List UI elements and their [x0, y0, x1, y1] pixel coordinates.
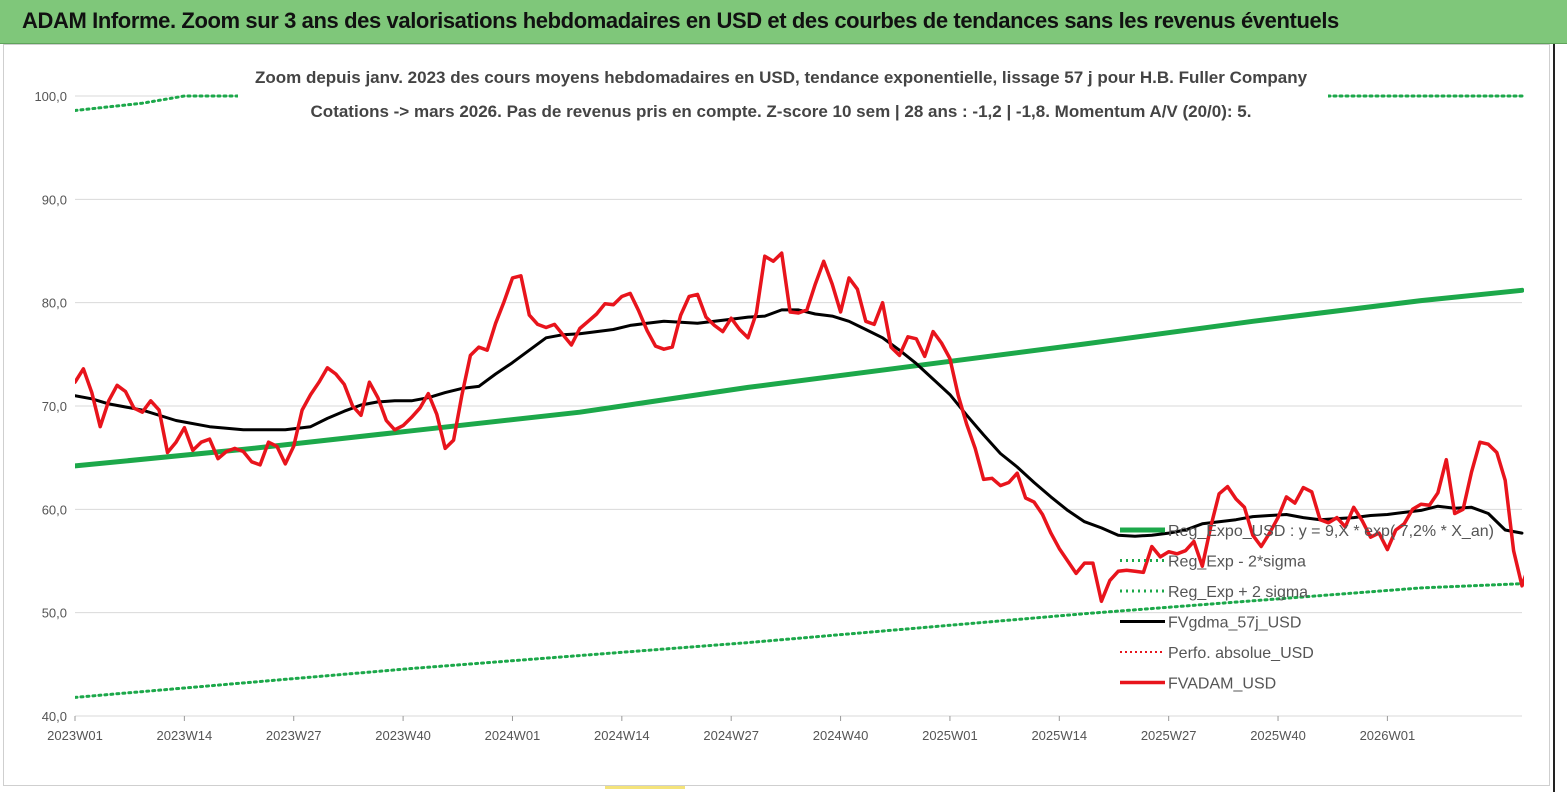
x-tick-label: 2026W01	[1360, 728, 1416, 743]
legend: Reg_Expo_USD : y = 9,X * exp( 7,2% * X_a…	[1120, 523, 1494, 693]
chart-title-line2: Cotations -> mars 2026. Pas de revenus p…	[311, 102, 1252, 121]
x-tick-label: 2025W14	[1031, 728, 1087, 743]
right-border-rule	[1553, 44, 1555, 792]
chart-title-line1: Zoom depuis janv. 2023 des cours moyens …	[255, 68, 1308, 87]
series-fvgdma-57j	[75, 308, 1524, 538]
y-tick-label: 100,0	[34, 89, 67, 104]
report-title: ADAM Informe. Zoom sur 3 ans des valoris…	[22, 8, 1339, 33]
title-backdrop	[238, 60, 1328, 126]
legend-entry-label: Reg_Expo_USD : y = 9,X * exp( 7,2% * X_a…	[1168, 523, 1494, 540]
series-reg-expo	[75, 287, 1524, 469]
gridlines	[75, 95, 1522, 717]
legend-entry-label: Reg_Exp - 2*sigma	[1168, 554, 1306, 571]
report-banner: ADAM Informe. Zoom sur 3 ans des valoris…	[0, 0, 1567, 44]
legend-entry-label: FVADAM_USD	[1168, 676, 1276, 693]
x-tick-label: 2023W14	[157, 728, 213, 743]
y-tick-label: 90,0	[42, 192, 67, 207]
legend-entry-label: Reg_Exp + 2 sigma	[1168, 584, 1308, 601]
x-tick-label: 2024W01	[485, 728, 541, 743]
legend-entry-label: FVgdma_57j_USD	[1168, 615, 1301, 632]
series-fvadam	[75, 251, 1524, 604]
x-tick-label: 2023W40	[375, 728, 431, 743]
series-lines	[75, 94, 1524, 699]
x-tick-label: 2024W40	[813, 728, 869, 743]
x-tick-label: 2023W27	[266, 728, 322, 743]
y-tick-label: 70,0	[42, 399, 67, 414]
x-tick-label: 2025W40	[1250, 728, 1306, 743]
x-axis-ticks: 2023W01 2023W14 2023W27 2023W40 2024W01 2024W…	[47, 716, 1415, 743]
x-tick-label: 2025W01	[922, 728, 978, 743]
x-tick-label: 2024W14	[594, 728, 650, 743]
sheet-tab-marker	[605, 786, 685, 789]
x-tick-label: 2025W27	[1141, 728, 1197, 743]
x-tick-label: 2024W27	[703, 728, 759, 743]
y-axis-ticks: 40,0 50,0 60,0 70,0 80,0 90,0 100,0	[34, 89, 67, 724]
y-tick-label: 50,0	[42, 606, 67, 621]
legend-entry-label: Perfo. absolue_USD	[1168, 645, 1314, 662]
x-tick-label: 2023W01	[47, 728, 103, 743]
y-tick-label: 40,0	[42, 709, 67, 724]
y-tick-label: 60,0	[42, 502, 67, 517]
y-tick-label: 80,0	[42, 296, 67, 311]
series-reg-minus-2sigma	[75, 582, 1524, 699]
chart-frame	[3, 44, 1550, 786]
series-reg-plus-2sigma	[75, 94, 1524, 112]
